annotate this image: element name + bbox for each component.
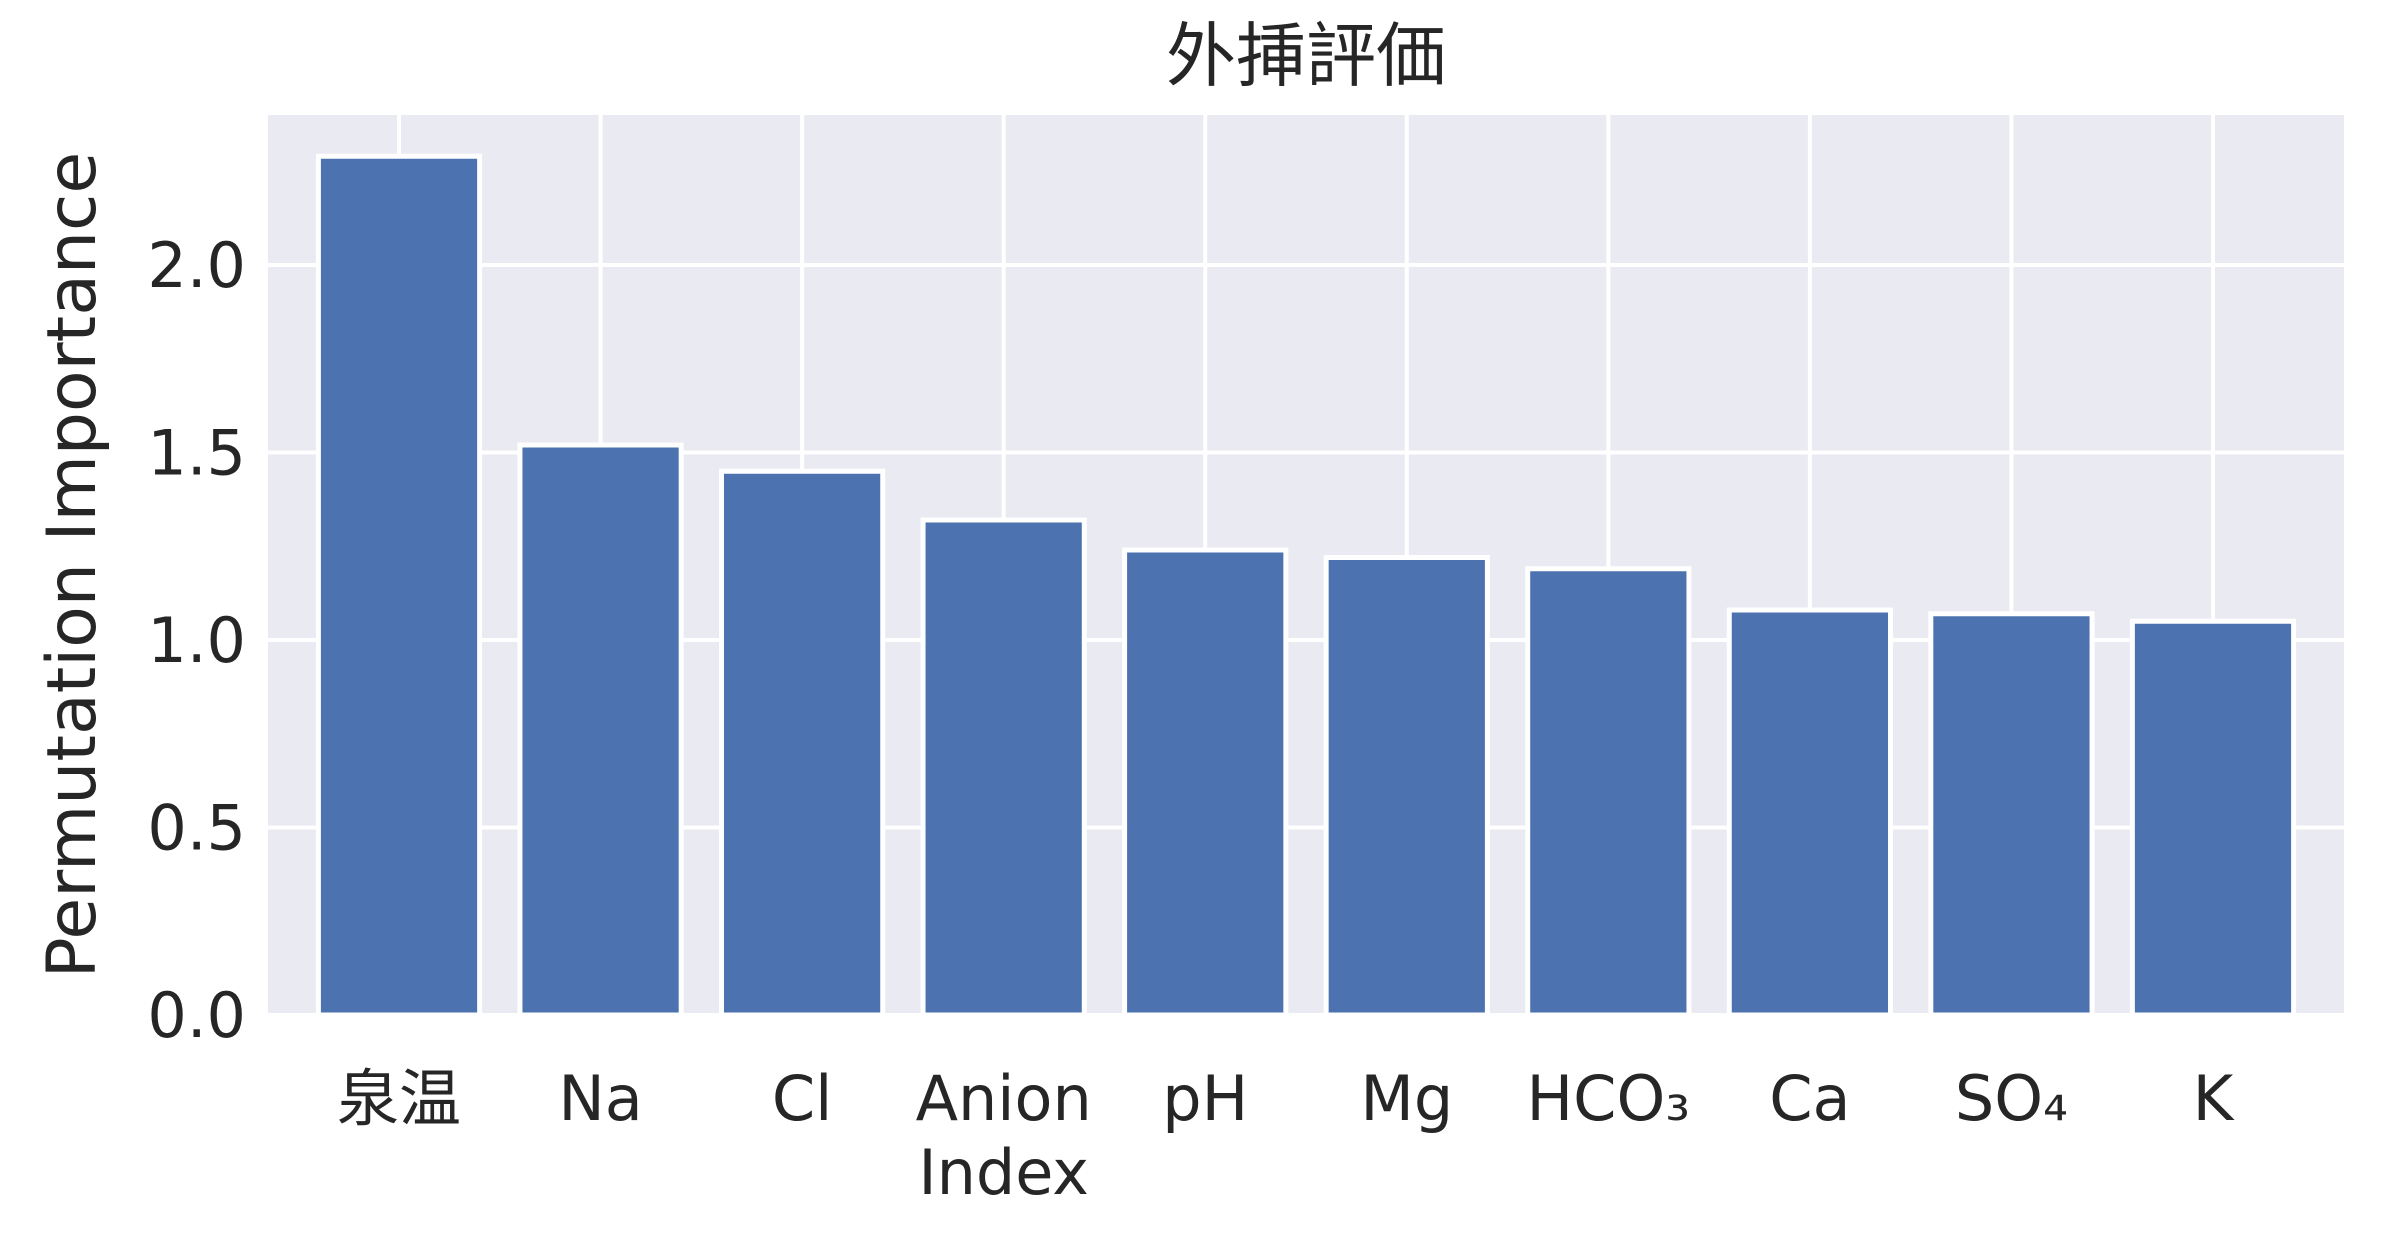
x-tick-label: Cl bbox=[772, 1062, 833, 1135]
y-tick-label: 0.5 bbox=[147, 792, 246, 865]
y-tick-label: 1.0 bbox=[147, 604, 246, 677]
x-tick-label: Ca bbox=[1769, 1062, 1850, 1135]
x-tick-label: pH bbox=[1162, 1062, 1248, 1135]
x-tick-label: SO₄ bbox=[1955, 1062, 2068, 1135]
bar bbox=[718, 468, 886, 1018]
x-tick-label: Anion Index bbox=[916, 1062, 1092, 1209]
x-tick-label: Na bbox=[558, 1062, 642, 1135]
y-tick-labels: 0.0 0.5 1.0 1.5 2.0 bbox=[147, 229, 246, 1052]
bar bbox=[315, 153, 483, 1018]
bar bbox=[1928, 611, 2095, 1018]
chart-title: 外挿評価 bbox=[1166, 15, 1446, 97]
y-tick-label: 2.0 bbox=[147, 229, 246, 302]
x-tick-labels: 泉温 Na Cl Anion Index pH Mg HCO₃ Ca SO₄ K bbox=[337, 1062, 2235, 1209]
bar bbox=[2129, 618, 2297, 1018]
bars bbox=[315, 153, 2297, 1018]
bar bbox=[517, 442, 684, 1018]
x-tick-label: 泉温 bbox=[337, 1062, 461, 1135]
x-tick-label: HCO₃ bbox=[1527, 1062, 1691, 1135]
y-tick-label: 0.0 bbox=[147, 979, 246, 1052]
bar bbox=[1323, 555, 1490, 1018]
x-tick-label: K bbox=[2193, 1062, 2235, 1135]
y-axis-label: Permutation Importance bbox=[33, 152, 112, 978]
y-tick-label: 1.5 bbox=[147, 417, 246, 490]
bar bbox=[1726, 607, 1894, 1018]
bar bbox=[920, 517, 1087, 1018]
bar bbox=[1525, 566, 1692, 1018]
bar bbox=[1122, 547, 1289, 1018]
x-tick-label: Mg bbox=[1360, 1062, 1453, 1135]
